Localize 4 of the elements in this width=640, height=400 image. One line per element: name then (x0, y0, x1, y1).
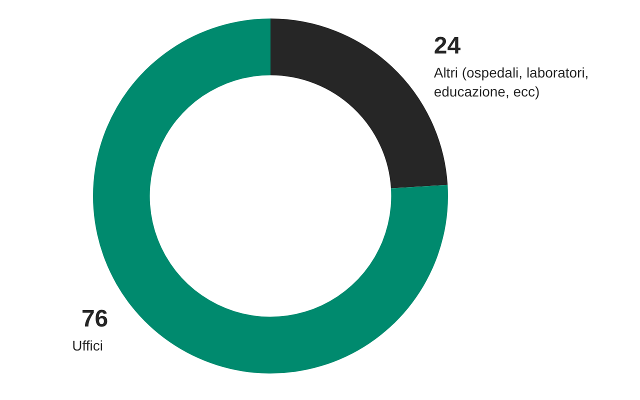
data-label: 76 (81, 306, 108, 333)
slice-label: Altri (ospedali, laboratori, educazione, ecc) (434, 64, 589, 100)
data-label: 24 (434, 32, 462, 60)
slice-label: Uffici (72, 338, 104, 354)
